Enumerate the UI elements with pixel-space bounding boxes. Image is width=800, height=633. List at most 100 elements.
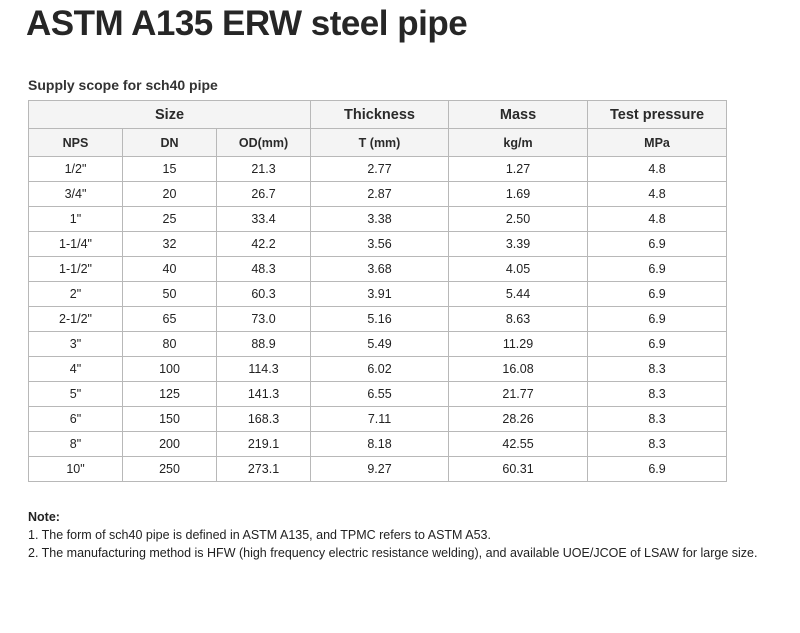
cell-nps: 2-1/2"	[28, 306, 123, 332]
table-row: 3" 80 88.9 5.49 11.29 6.9	[28, 331, 728, 357]
cell-mass: 8.63	[448, 306, 589, 332]
cell-od: 168.3	[215, 406, 312, 432]
header-dn: DN	[122, 128, 217, 157]
cell-mass: 5.44	[448, 281, 589, 307]
cell-dn: 15	[122, 156, 217, 182]
table-row: 1-1/4" 32 42.2 3.56 3.39 6.9	[28, 231, 728, 257]
cell-nps: 8"	[28, 431, 123, 457]
header-pressure-unit: MPa	[587, 128, 728, 157]
cell-mass: 60.31	[448, 456, 589, 482]
cell-dn: 20	[122, 181, 217, 207]
cell-test-pressure: 6.9	[587, 281, 728, 307]
cell-mass: 42.55	[448, 431, 589, 457]
cell-dn: 200	[122, 431, 217, 457]
cell-mass: 16.08	[448, 356, 589, 382]
note-item: 2. The manufacturing method is HFW (high…	[28, 546, 758, 560]
table-row: 3/4" 20 26.7 2.87 1.69 4.8	[28, 181, 728, 207]
cell-thickness: 3.91	[310, 281, 450, 307]
cell-dn: 125	[122, 381, 217, 407]
cell-dn: 100	[122, 356, 217, 382]
cell-nps: 10"	[28, 456, 123, 482]
cell-od: 60.3	[215, 281, 312, 307]
cell-nps: 6"	[28, 406, 123, 432]
header-od: OD(mm)	[215, 128, 312, 157]
cell-nps: 1/2"	[28, 156, 123, 182]
cell-dn: 40	[122, 256, 217, 282]
table-row: 1" 25 33.4 3.38 2.50 4.8	[28, 206, 728, 232]
cell-dn: 25	[122, 206, 217, 232]
cell-od: 141.3	[215, 381, 312, 407]
cell-thickness: 2.77	[310, 156, 450, 182]
cell-od: 21.3	[215, 156, 312, 182]
cell-test-pressure: 6.9	[587, 456, 728, 482]
cell-thickness: 3.56	[310, 231, 450, 257]
cell-mass: 1.27	[448, 156, 589, 182]
cell-dn: 250	[122, 456, 217, 482]
table-row: 10" 250 273.1 9.27 60.31 6.9	[28, 456, 728, 482]
cell-test-pressure: 6.9	[587, 231, 728, 257]
cell-nps: 1"	[28, 206, 123, 232]
cell-test-pressure: 6.9	[587, 306, 728, 332]
cell-mass: 4.05	[448, 256, 589, 282]
cell-thickness: 5.49	[310, 331, 450, 357]
cell-mass: 1.69	[448, 181, 589, 207]
cell-thickness: 9.27	[310, 456, 450, 482]
cell-mass: 28.26	[448, 406, 589, 432]
cell-dn: 150	[122, 406, 217, 432]
cell-test-pressure: 4.8	[587, 156, 728, 182]
header-thickness: Thickness	[310, 100, 450, 129]
cell-nps: 3/4"	[28, 181, 123, 207]
cell-od: 26.7	[215, 181, 312, 207]
cell-od: 48.3	[215, 256, 312, 282]
cell-dn: 32	[122, 231, 217, 257]
cell-thickness: 7.11	[310, 406, 450, 432]
header-size: Size	[27, 100, 312, 129]
cell-thickness: 5.16	[310, 306, 450, 332]
cell-dn: 65	[122, 306, 217, 332]
cell-nps: 2"	[28, 281, 123, 307]
cell-test-pressure: 8.3	[587, 406, 728, 432]
notes: Note: 1. The form of sch40 pipe is defin…	[28, 508, 758, 562]
cell-thickness: 8.18	[310, 431, 450, 457]
cell-od: 88.9	[215, 331, 312, 357]
note-heading: Note:	[28, 510, 60, 524]
cell-mass: 2.50	[448, 206, 589, 232]
table-row: 1-1/2" 40 48.3 3.68 4.05 6.9	[28, 256, 728, 282]
table-group-header-row: Size Thickness Mass Test pressure	[27, 100, 728, 129]
cell-test-pressure: 4.8	[587, 206, 728, 232]
table-row: 2" 50 60.3 3.91 5.44 6.9	[28, 281, 728, 307]
table-row: 6" 150 168.3 7.11 28.26 8.3	[28, 406, 728, 432]
table-unit-header-row: NPS DN OD(mm) T (mm) kg/m MPa	[28, 128, 728, 157]
cell-nps: 1-1/2"	[28, 256, 123, 282]
cell-nps: 4"	[28, 356, 123, 382]
table-row: 8" 200 219.1 8.18 42.55 8.3	[28, 431, 728, 457]
cell-test-pressure: 8.3	[587, 431, 728, 457]
note-item: 1. The form of sch40 pipe is defined in …	[28, 528, 491, 542]
header-nps: NPS	[28, 128, 123, 157]
header-mass-unit: kg/m	[448, 128, 589, 157]
cell-test-pressure: 6.9	[587, 256, 728, 282]
header-mass: Mass	[448, 100, 589, 129]
cell-dn: 80	[122, 331, 217, 357]
cell-thickness: 3.68	[310, 256, 450, 282]
cell-thickness: 2.87	[310, 181, 450, 207]
cell-thickness: 3.38	[310, 206, 450, 232]
cell-od: 42.2	[215, 231, 312, 257]
cell-mass: 3.39	[448, 231, 589, 257]
cell-mass: 11.29	[448, 331, 589, 357]
cell-dn: 50	[122, 281, 217, 307]
cell-od: 73.0	[215, 306, 312, 332]
table-body: 1/2" 15 21.3 2.77 1.27 4.8 3/4" 20 26.7 2.87 1.69 4…	[28, 156, 728, 482]
cell-od: 114.3	[215, 356, 312, 382]
header-test-pressure: Test pressure	[587, 100, 728, 129]
cell-test-pressure: 4.8	[587, 181, 728, 207]
cell-od: 33.4	[215, 206, 312, 232]
cell-thickness: 6.55	[310, 381, 450, 407]
page-title: ASTM A135 ERW steel pipe	[26, 4, 468, 43]
cell-thickness: 6.02	[310, 356, 450, 382]
cell-test-pressure: 6.9	[587, 331, 728, 357]
cell-test-pressure: 8.3	[587, 356, 728, 382]
cell-nps: 5"	[28, 381, 123, 407]
cell-nps: 3"	[28, 331, 123, 357]
cell-mass: 21.77	[448, 381, 589, 407]
